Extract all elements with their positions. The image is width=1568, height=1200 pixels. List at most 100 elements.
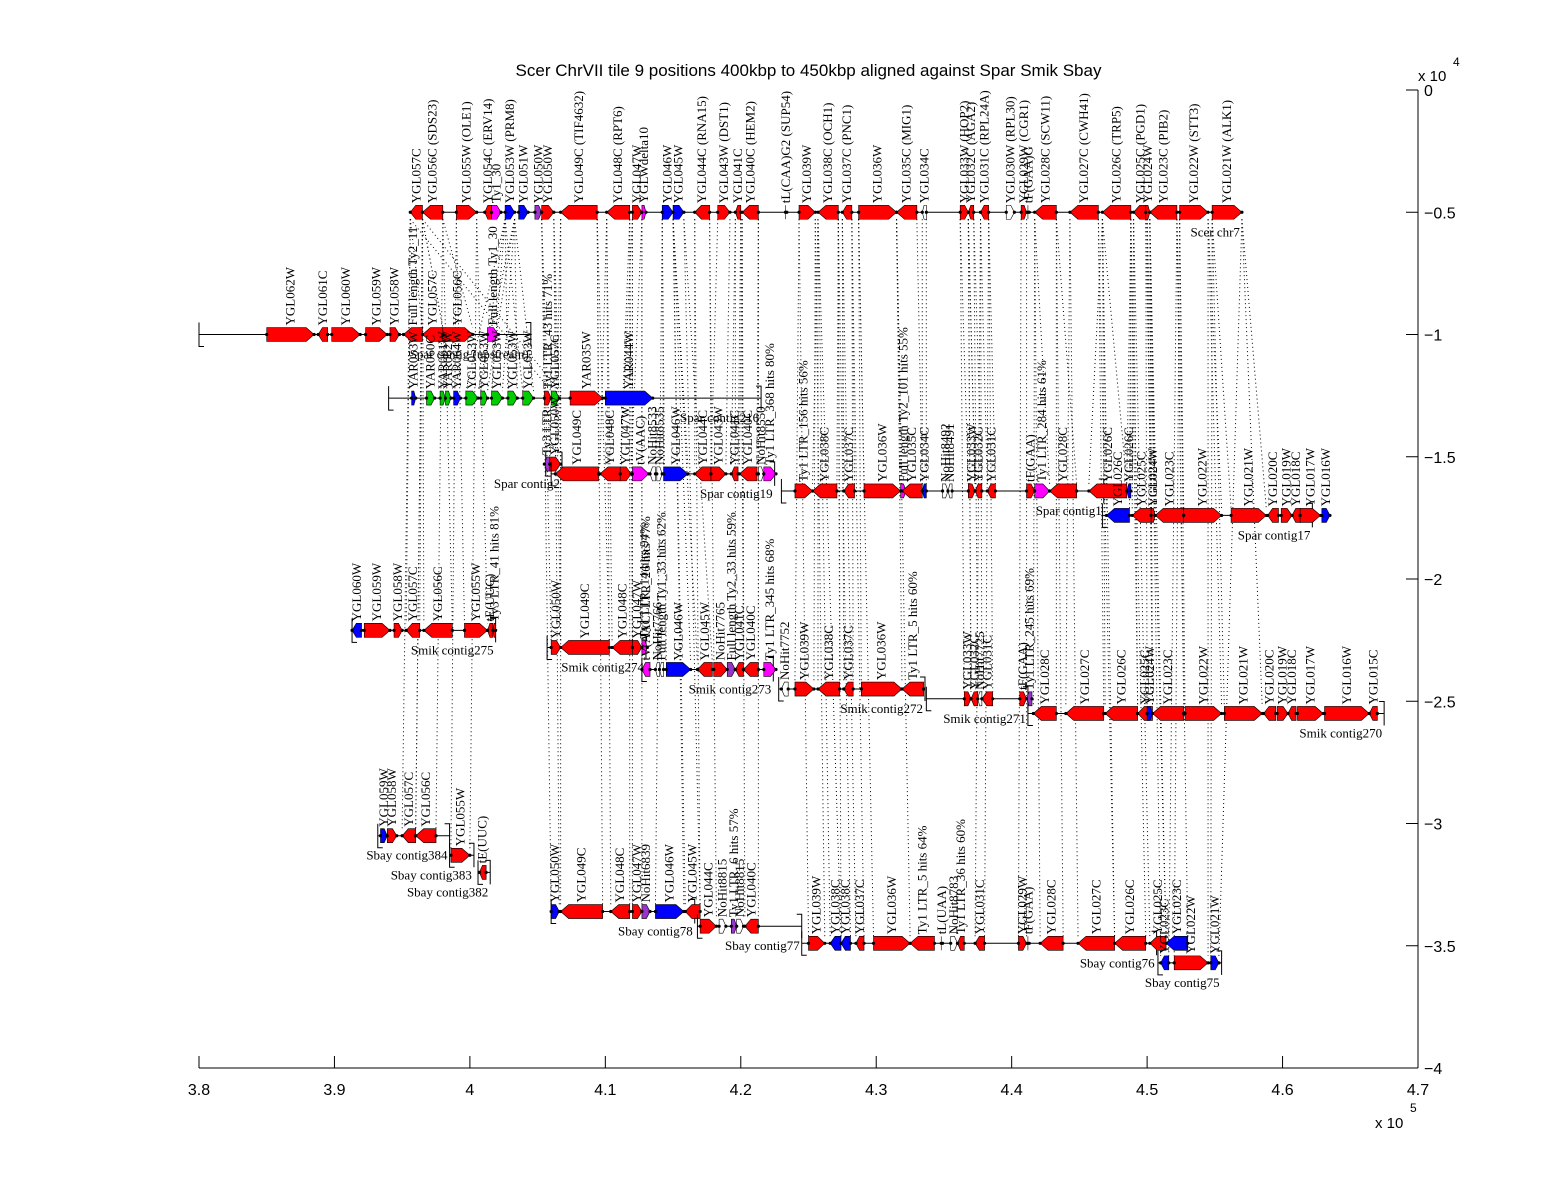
gene-feature bbox=[534, 204, 543, 220]
gene-feature bbox=[1321, 508, 1331, 523]
feature-start-marker bbox=[542, 396, 546, 400]
feature-start-marker bbox=[1322, 711, 1327, 716]
feature-start-marker bbox=[1019, 210, 1023, 214]
feature-start-marker bbox=[859, 687, 863, 691]
track: Smik contig270 YGL028C YGL027C YGL026C YGL02… bbox=[1027, 645, 1385, 740]
alignment-link bbox=[421, 219, 425, 624]
gene-feature bbox=[957, 936, 965, 951]
gene-feature bbox=[641, 904, 651, 919]
alignment-link bbox=[487, 219, 516, 392]
alignment-link bbox=[980, 219, 983, 692]
gene-label: YGL050W bbox=[540, 144, 555, 203]
gene-label: YGL062W bbox=[282, 266, 297, 325]
contig-label: Spar contig19 bbox=[700, 486, 773, 501]
gene-label: YGL033W (HOP2) bbox=[956, 101, 971, 204]
gene-label: YGL058W bbox=[390, 562, 405, 621]
gene-label: YGL035C bbox=[904, 427, 919, 482]
gene-label: YGL050W bbox=[547, 396, 562, 455]
gene-feature bbox=[641, 640, 648, 655]
gene-feature bbox=[901, 483, 923, 499]
gene-label: YGL016W bbox=[1339, 645, 1354, 704]
feature-start-marker bbox=[449, 853, 453, 857]
gene-label: YGL049C bbox=[574, 848, 589, 903]
feature-start-marker bbox=[966, 210, 970, 214]
feature-start-marker bbox=[559, 210, 563, 214]
gene-feature bbox=[697, 662, 713, 677]
gene-label: YGL057C bbox=[401, 772, 416, 827]
feature-start-marker bbox=[1222, 711, 1226, 716]
gene-feature bbox=[606, 204, 631, 220]
alignment-link bbox=[817, 219, 831, 937]
alignment-link bbox=[851, 219, 865, 937]
feature-start-marker bbox=[1064, 711, 1068, 716]
gene-feature bbox=[266, 327, 315, 342]
gene-label: YGL053W bbox=[520, 330, 535, 389]
feature-end-marker bbox=[686, 472, 690, 476]
feature-end-marker bbox=[1054, 711, 1058, 716]
feature-end-marker bbox=[484, 870, 488, 875]
gene-feature bbox=[855, 936, 865, 951]
gene-feature bbox=[1160, 955, 1170, 971]
feature-end-marker bbox=[628, 210, 632, 214]
alignment-link bbox=[672, 219, 689, 467]
feature-start-marker bbox=[1144, 210, 1148, 214]
gene-feature bbox=[1101, 204, 1132, 220]
gene-label: YGL048C bbox=[614, 584, 629, 639]
gene-feature bbox=[1267, 508, 1279, 523]
gene-label: Full length Ty1_30 bbox=[485, 226, 500, 325]
gene-feature bbox=[442, 327, 474, 342]
feature-end-marker bbox=[441, 210, 445, 214]
feature-start-marker bbox=[549, 909, 553, 914]
gene-label: YGL059W bbox=[368, 266, 383, 325]
gene-feature bbox=[842, 204, 853, 220]
alignment-link bbox=[1055, 219, 1078, 485]
alignment-link bbox=[606, 219, 612, 905]
gene-label: YGL022W bbox=[1195, 645, 1210, 704]
gene-label: YGL059W bbox=[376, 768, 391, 827]
feature-start-marker bbox=[603, 396, 607, 400]
gene-feature bbox=[649, 466, 656, 482]
feature-end-marker bbox=[774, 472, 778, 476]
gene-feature bbox=[504, 204, 515, 220]
alignment-link bbox=[419, 219, 423, 624]
contig-start-bracket bbox=[550, 461, 557, 487]
gene-feature bbox=[554, 466, 599, 482]
gene-label: YGL038C (OCH1) bbox=[820, 103, 835, 204]
feature-end-marker bbox=[785, 210, 789, 214]
feature-end-marker bbox=[1012, 210, 1016, 214]
feature-start-marker bbox=[840, 210, 844, 214]
alignment-link bbox=[798, 219, 809, 937]
gene-label: tL(UAA) bbox=[934, 886, 949, 934]
feature-start-marker bbox=[424, 396, 429, 400]
feature-end-marker bbox=[433, 396, 437, 400]
feature-end-marker bbox=[756, 210, 760, 214]
feature-start-marker bbox=[920, 489, 924, 493]
feature-start-marker bbox=[1183, 711, 1187, 716]
feature-start-marker bbox=[477, 870, 481, 875]
alignment-link bbox=[422, 218, 560, 392]
gene-feature bbox=[439, 390, 446, 406]
gene-label: YGL046W bbox=[662, 843, 677, 902]
feature-start-marker bbox=[1145, 711, 1149, 716]
gene-label: YGL047W bbox=[629, 144, 644, 203]
x-tick-label: 4.3 bbox=[865, 1082, 887, 1099]
gene-feature bbox=[817, 204, 839, 220]
feature-end-marker bbox=[724, 924, 728, 928]
feature-end-marker bbox=[924, 210, 928, 214]
contig-end-bracket bbox=[1216, 950, 1223, 975]
gene-label: YGL045W bbox=[697, 601, 712, 660]
y-tick-label: −1 bbox=[1424, 328, 1442, 345]
feature-start-marker bbox=[698, 924, 702, 928]
gene-label: YGL060W bbox=[349, 562, 364, 621]
gene-label: YGL058W bbox=[384, 768, 399, 827]
feature-end-marker bbox=[496, 332, 500, 337]
gene-label: YGL034C bbox=[916, 427, 931, 482]
gene-feature bbox=[445, 390, 452, 406]
feature-start-marker bbox=[1159, 961, 1163, 965]
gene-label: YGL022W bbox=[1195, 447, 1210, 506]
gene-feature bbox=[694, 466, 712, 482]
gene-label: YGL053W bbox=[489, 330, 504, 389]
alignment-link bbox=[813, 219, 816, 683]
feature-end-marker bbox=[648, 909, 652, 914]
